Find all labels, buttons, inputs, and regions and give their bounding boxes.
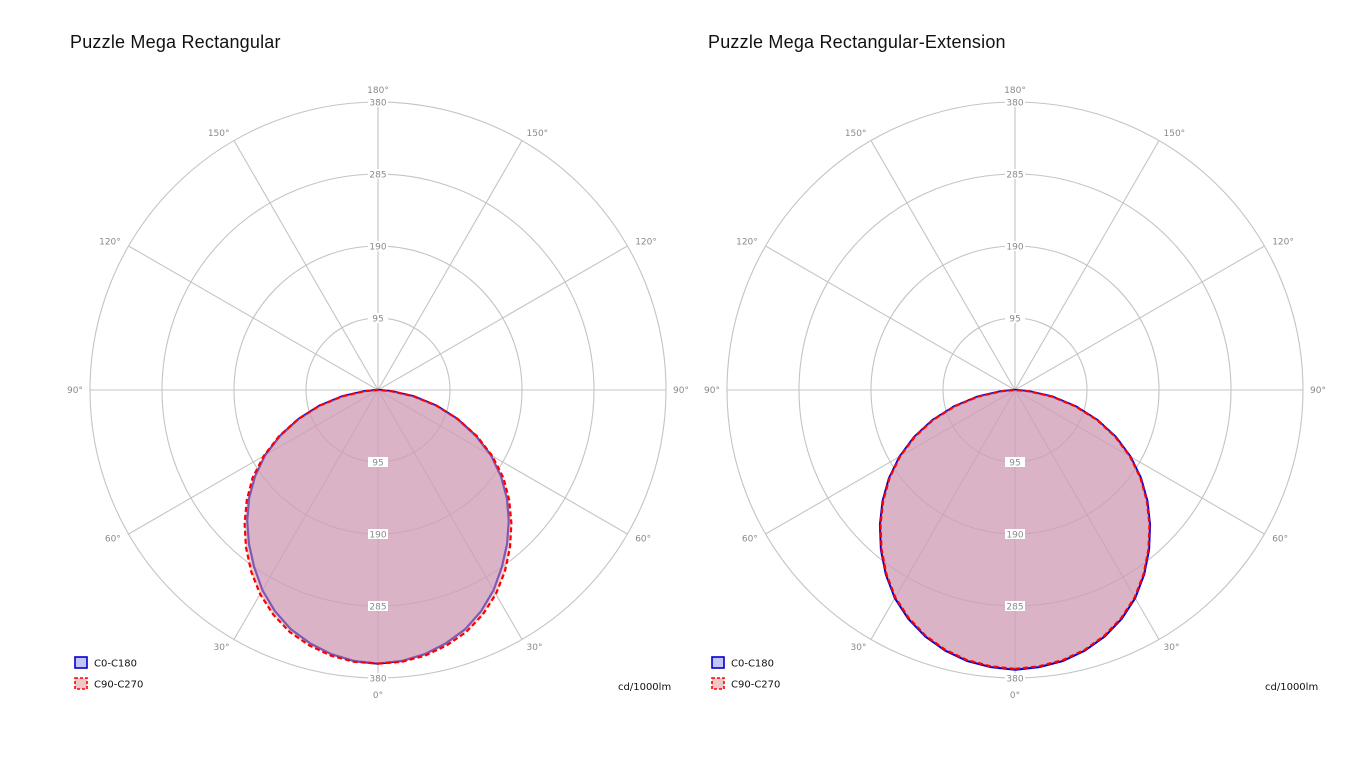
radial-tick-labels: 95 95 190 190 285 285 380 380 bbox=[1005, 97, 1025, 685]
angle-label: 180° bbox=[367, 86, 389, 96]
tick-label-bg bbox=[1005, 529, 1025, 539]
angle-label: 60° bbox=[635, 535, 651, 545]
angle-label: 180° bbox=[1004, 86, 1026, 96]
legend-label: C90-C270 bbox=[731, 680, 780, 691]
angle-label: 30° bbox=[527, 643, 543, 653]
legend: C0-C180 C90-C270 bbox=[74, 656, 143, 691]
tick-label-bg bbox=[1005, 313, 1025, 323]
grid-spoke bbox=[1014, 140, 1160, 391]
radial-tick-label: 380 bbox=[369, 99, 386, 109]
unit-label: cd/1000lm bbox=[618, 682, 671, 693]
radial-tick-labels: 95 95 190 190 285 285 380 380 bbox=[368, 97, 388, 685]
chart-title: Puzzle Mega Rectangular bbox=[70, 32, 281, 52]
legend-swatch bbox=[74, 656, 88, 669]
radial-tick-label: 380 bbox=[1006, 675, 1023, 685]
tick-label-bg bbox=[368, 97, 388, 107]
angle-labels: 0° 30° 30° 60° 60° 90° 90° 120° 120° 150° 150° 180° bbox=[67, 86, 689, 701]
legend-label: C0-C180 bbox=[731, 659, 774, 670]
angle-label: 0° bbox=[1010, 691, 1020, 701]
legend-label: C90-C270 bbox=[94, 680, 143, 691]
angle-labels: 0° 30° 30° 60° 60° 90° 90° 120° 120° 150° 150° 180° bbox=[704, 86, 1326, 701]
grid-spoke bbox=[377, 245, 628, 391]
tick-label-bg bbox=[1005, 457, 1025, 467]
radial-tick-label: 190 bbox=[1006, 531, 1023, 541]
angle-label: 150° bbox=[845, 129, 867, 139]
radial-tick-label: 95 bbox=[1009, 315, 1020, 325]
angle-label: 120° bbox=[1272, 238, 1294, 248]
grid-spoke bbox=[377, 140, 523, 391]
radial-tick-label: 95 bbox=[1009, 459, 1020, 469]
angle-label: 30° bbox=[214, 643, 230, 653]
unit-label: cd/1000lm bbox=[1265, 682, 1318, 693]
series-layer bbox=[243, 388, 513, 665]
angle-label: 60° bbox=[105, 535, 121, 545]
legend: C0-C180 C90-C270 bbox=[711, 656, 780, 691]
tick-label-bg bbox=[368, 601, 388, 611]
angle-label: 90° bbox=[673, 386, 689, 396]
radial-tick-label: 190 bbox=[369, 243, 386, 253]
chart-panel-left: Puzzle Mega Rectangular 95 95 190 190 285 285… bbox=[0, 0, 689, 767]
grid-spoke bbox=[1014, 245, 1265, 391]
angle-label: 150° bbox=[208, 129, 230, 139]
angle-label: 90° bbox=[1310, 386, 1326, 396]
radial-tick-label: 285 bbox=[369, 171, 386, 181]
tick-label-bg bbox=[368, 529, 388, 539]
tick-label-bg bbox=[368, 169, 388, 179]
polar-chart: 95 95 190 190 285 285 380 380 0° 30° 30° 60° 60° 90° 9… bbox=[67, 86, 689, 701]
tick-label-bg bbox=[368, 313, 388, 323]
radial-tick-label: 190 bbox=[369, 531, 386, 541]
radial-tick-label: 285 bbox=[1006, 171, 1023, 181]
angle-label: 60° bbox=[742, 535, 758, 545]
angle-label: 0° bbox=[373, 691, 383, 701]
legend-swatch bbox=[711, 677, 725, 690]
angle-label: 90° bbox=[704, 386, 720, 396]
angle-label: 30° bbox=[851, 643, 867, 653]
grid-spoke bbox=[128, 245, 379, 391]
angle-label: 150° bbox=[527, 129, 549, 139]
radial-tick-label: 380 bbox=[1006, 99, 1023, 109]
chart-title: Puzzle Mega Rectangular-Extension bbox=[708, 32, 1006, 52]
radial-tick-label: 380 bbox=[369, 675, 386, 685]
legend-label: C0-C180 bbox=[94, 659, 137, 670]
legend-swatch bbox=[74, 677, 88, 690]
series-c90-c270 bbox=[243, 388, 513, 665]
angle-label: 150° bbox=[1164, 129, 1186, 139]
tick-label-bg bbox=[1005, 169, 1025, 179]
grid-spoke bbox=[765, 245, 1016, 391]
angle-label: 30° bbox=[1164, 643, 1180, 653]
tick-label-bg bbox=[368, 673, 388, 683]
tick-label-bg bbox=[1005, 601, 1025, 611]
legend-swatch bbox=[711, 656, 725, 669]
polar-chart: 95 95 190 190 285 285 380 380 0° 30° 30° 60° 60° 90° 9… bbox=[704, 86, 1326, 701]
grid-spoke bbox=[233, 140, 379, 391]
angle-label: 120° bbox=[99, 238, 121, 248]
radial-tick-label: 285 bbox=[369, 603, 386, 613]
chart-panel-right: Puzzle Mega Rectangular-Extension 95 95 19… bbox=[640, 0, 1326, 767]
tick-label-bg bbox=[368, 241, 388, 251]
radial-tick-label: 190 bbox=[1006, 243, 1023, 253]
angle-label: 120° bbox=[635, 238, 657, 248]
angle-label: 60° bbox=[1272, 535, 1288, 545]
radial-tick-label: 95 bbox=[372, 459, 383, 469]
tick-label-bg bbox=[368, 457, 388, 467]
radial-tick-label: 95 bbox=[372, 315, 383, 325]
angle-label: 90° bbox=[67, 386, 83, 396]
tick-label-bg bbox=[1005, 97, 1025, 107]
grid-spoke bbox=[870, 140, 1016, 391]
angle-label: 120° bbox=[736, 238, 758, 248]
radial-tick-label: 285 bbox=[1006, 603, 1023, 613]
tick-label-bg bbox=[1005, 673, 1025, 683]
tick-label-bg bbox=[1005, 241, 1025, 251]
